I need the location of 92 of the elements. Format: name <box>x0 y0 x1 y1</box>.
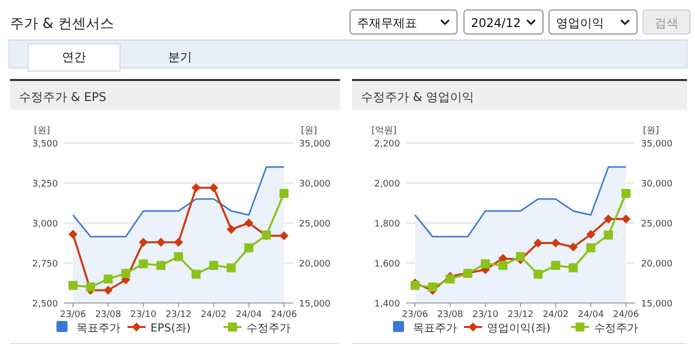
point <box>551 260 560 270</box>
point <box>209 260 218 270</box>
y2-tick-label: 30,000 <box>641 180 673 190</box>
y2-tick-label: 30,000 <box>299 180 331 190</box>
point <box>446 274 455 284</box>
y2-axis-title: [원] <box>642 126 660 136</box>
point <box>534 270 543 279</box>
point <box>156 260 166 270</box>
point <box>104 274 113 284</box>
point <box>586 230 596 239</box>
text: 검색 <box>654 16 678 30</box>
legend-label: EPS(좌) <box>150 322 191 334</box>
point <box>68 230 78 239</box>
point <box>622 214 630 224</box>
y-tick-label: 3,250 <box>32 180 58 190</box>
point <box>428 282 438 292</box>
point <box>551 238 560 248</box>
x-tick-label: 23/08 <box>95 310 122 320</box>
legend-label: 수정주가 <box>594 322 638 334</box>
y-tick-label: 3,000 <box>32 220 58 230</box>
point <box>192 183 201 192</box>
point <box>480 259 490 268</box>
point <box>174 238 183 247</box>
y2-tick-label: 15,000 <box>641 300 673 310</box>
y-tick-label: 1,800 <box>374 220 400 230</box>
point <box>410 280 420 290</box>
y2-tick-label: 35,000 <box>299 140 331 150</box>
point <box>209 183 218 192</box>
y2-tick-label: 20,000 <box>641 260 673 270</box>
text: 연간 <box>62 50 86 64</box>
y-axis-title: [억원] <box>371 126 397 136</box>
x-tick-label: 23/10 <box>130 310 157 320</box>
x-tick-label: 23/06 <box>60 310 86 320</box>
point <box>244 218 254 228</box>
x-tick-label: 24/04 <box>236 310 262 320</box>
legend-label: 목표주가 <box>413 322 457 334</box>
x-tick-label: 23/08 <box>437 310 464 320</box>
point <box>68 280 78 290</box>
text: 영업이익 <box>556 16 604 30</box>
x-tick-label: 24/04 <box>578 310 604 320</box>
y-tick-label: 2,750 <box>32 260 58 270</box>
point <box>121 268 130 278</box>
point <box>174 252 183 262</box>
point <box>138 259 148 268</box>
x-tick-label: 23/12 <box>508 310 534 320</box>
y-tick-label: 2,000 <box>374 180 400 190</box>
y-tick-label: 3,500 <box>32 140 58 150</box>
y-tick-label: 1,400 <box>374 300 400 310</box>
y2-tick-label: 25,000 <box>641 220 673 230</box>
x-tick-label: 24/02 <box>542 310 569 320</box>
y2-tick-label: 15,000 <box>299 300 331 310</box>
y2-axis-title: [원] <box>300 126 318 136</box>
x-tick-label: 23/10 <box>472 310 499 320</box>
y2-tick-label: 35,000 <box>641 140 673 150</box>
point <box>604 214 613 224</box>
point <box>586 243 596 252</box>
text: 분기 <box>168 50 192 64</box>
legend-label: 수정주가 <box>246 322 290 334</box>
point <box>226 263 236 272</box>
point <box>226 224 236 234</box>
y-tick-label: 2,500 <box>32 300 58 310</box>
y-tick-label: 2,200 <box>374 140 400 150</box>
point <box>498 260 508 270</box>
x-tick-label: 24/02 <box>200 310 227 320</box>
y-axis-title: [원] <box>34 126 50 136</box>
point <box>192 270 201 279</box>
chart-title: 수정주가 & 영업이익 <box>361 90 474 104</box>
legend-label: 목표주가 <box>76 322 120 334</box>
x-tick-label: 23/12 <box>166 310 192 320</box>
text: 2024/12 <box>471 16 521 30</box>
point <box>104 286 113 295</box>
point <box>568 242 578 252</box>
point <box>516 252 525 262</box>
chart-title: 수정주가 & EPS <box>19 90 106 104</box>
point <box>568 263 578 272</box>
point <box>244 243 254 252</box>
y2-tick-label: 25,000 <box>299 220 331 230</box>
point <box>604 230 613 240</box>
text: 주재무제표 <box>357 16 417 30</box>
point <box>280 231 288 240</box>
y2-tick-label: 20,000 <box>299 260 331 270</box>
y-tick-label: 1,600 <box>374 260 400 270</box>
x-tick-label: 24/06 <box>271 310 298 320</box>
point <box>86 282 96 292</box>
point <box>280 188 288 198</box>
point <box>156 238 166 247</box>
x-tick-label: 24/06 <box>613 310 640 320</box>
x-tick-label: 23/06 <box>402 310 428 320</box>
point <box>138 238 148 247</box>
text: 주가 & 컨센서스 <box>10 16 114 32</box>
legend-label: 영업이익(좌) <box>487 322 551 334</box>
point <box>622 188 630 198</box>
